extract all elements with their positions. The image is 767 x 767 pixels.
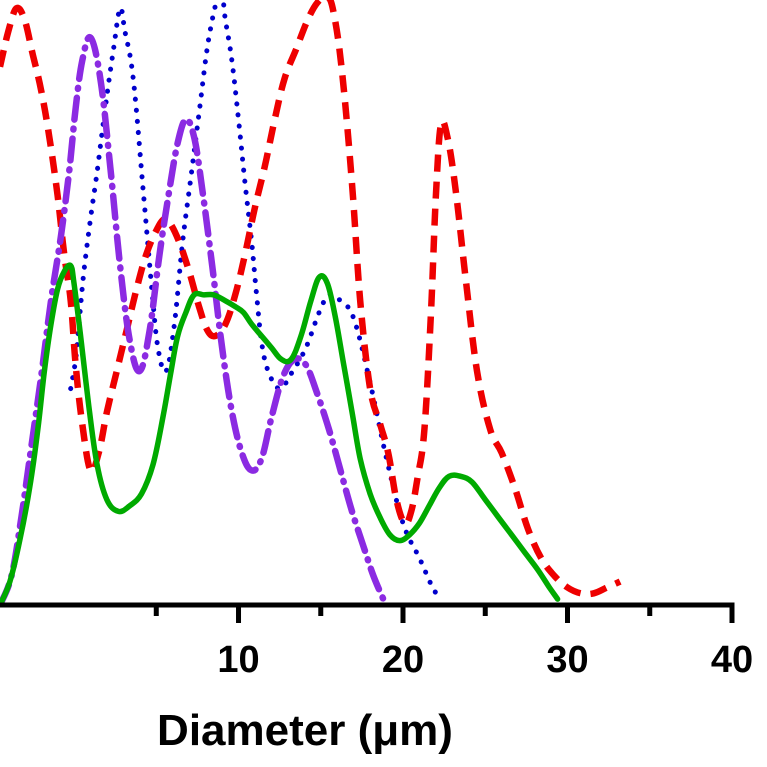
series-line-dashdot-purple — [0, 33, 387, 605]
x-axis-title: Diameter (μm) — [157, 706, 453, 755]
tick-layer: 10 20 30 40 — [153, 605, 753, 681]
x-tick-label-10: 10 — [217, 639, 259, 681]
series-layer — [0, 0, 622, 605]
x-tick-label-20: 20 — [382, 639, 424, 681]
x-tick-label-40: 40 — [711, 639, 753, 681]
series-line-solid-green — [0, 262, 561, 605]
series-line-dashed-red — [0, 0, 622, 598]
x-tick-label-30: 30 — [546, 639, 588, 681]
series-line-dotted-blue — [68, 0, 444, 602]
